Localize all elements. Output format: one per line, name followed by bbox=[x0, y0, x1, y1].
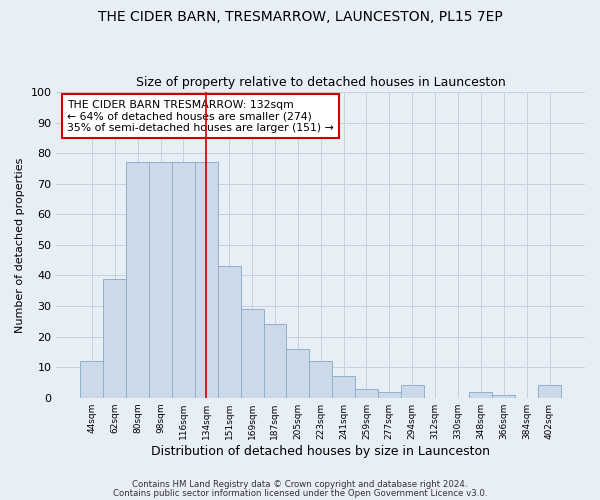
Bar bbox=[103, 278, 126, 398]
X-axis label: Distribution of detached houses by size in Launceston: Distribution of detached houses by size … bbox=[151, 444, 490, 458]
Bar bbox=[172, 162, 195, 398]
Bar bbox=[126, 162, 149, 398]
Bar bbox=[218, 266, 241, 398]
Bar bbox=[195, 162, 218, 398]
Y-axis label: Number of detached properties: Number of detached properties bbox=[15, 157, 25, 332]
Bar bbox=[378, 392, 401, 398]
Bar bbox=[149, 162, 172, 398]
Bar bbox=[493, 394, 515, 398]
Text: Contains HM Land Registry data © Crown copyright and database right 2024.: Contains HM Land Registry data © Crown c… bbox=[132, 480, 468, 489]
Bar bbox=[538, 386, 561, 398]
Bar bbox=[241, 309, 263, 398]
Text: THE CIDER BARN, TRESMARROW, LAUNCESTON, PL15 7EP: THE CIDER BARN, TRESMARROW, LAUNCESTON, … bbox=[98, 10, 502, 24]
Bar bbox=[263, 324, 286, 398]
Title: Size of property relative to detached houses in Launceston: Size of property relative to detached ho… bbox=[136, 76, 506, 90]
Bar bbox=[309, 361, 332, 398]
Bar bbox=[332, 376, 355, 398]
Text: Contains public sector information licensed under the Open Government Licence v3: Contains public sector information licen… bbox=[113, 489, 487, 498]
Bar bbox=[80, 361, 103, 398]
Text: THE CIDER BARN TRESMARROW: 132sqm
← 64% of detached houses are smaller (274)
35%: THE CIDER BARN TRESMARROW: 132sqm ← 64% … bbox=[67, 100, 334, 133]
Bar bbox=[355, 388, 378, 398]
Bar bbox=[401, 386, 424, 398]
Bar bbox=[286, 349, 309, 398]
Bar bbox=[469, 392, 493, 398]
